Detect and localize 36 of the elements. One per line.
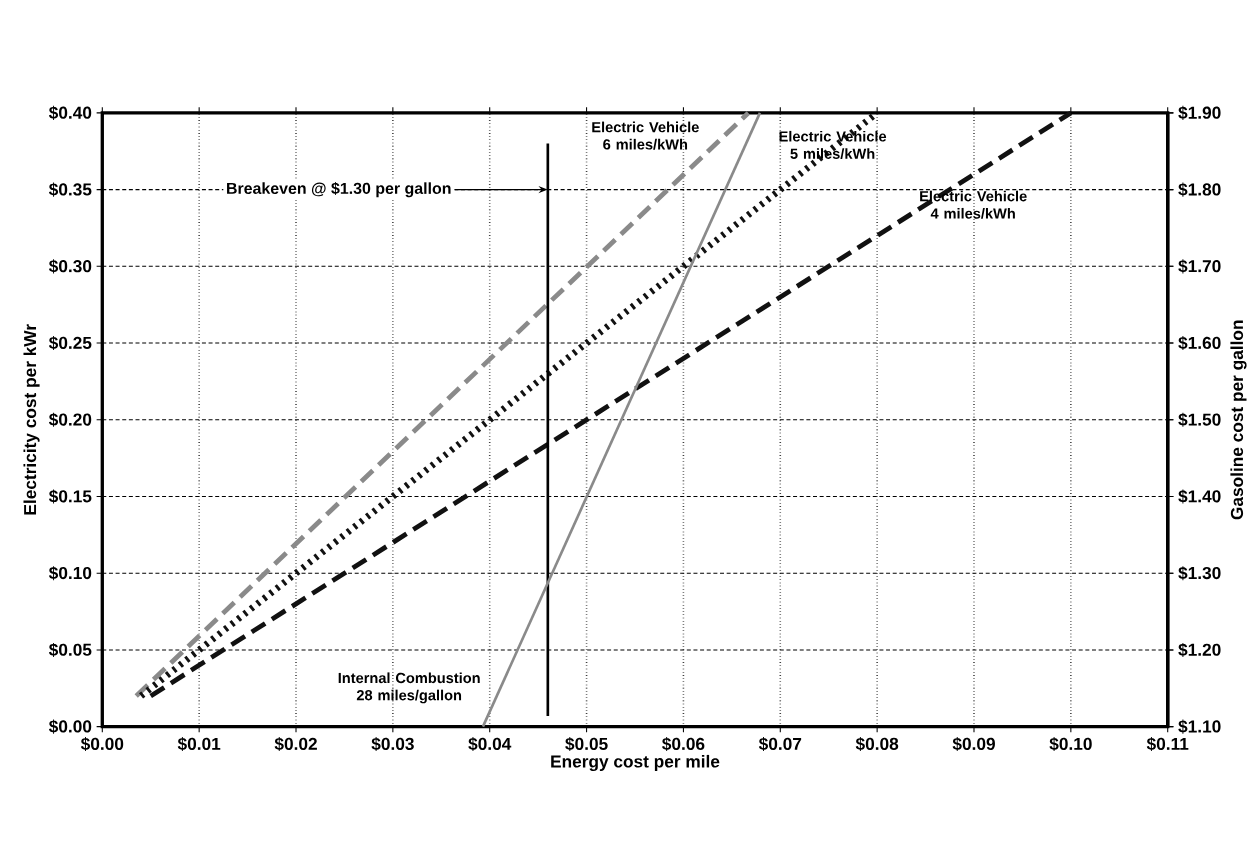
x-tick-label: $0.05 [565,736,608,752]
y-tick-label: $0.15 [48,489,92,504]
x-tick-label: $0.02 [274,736,317,752]
y2-tick-label: $1.70 [1178,259,1221,274]
x-tick-label: $0.07 [758,736,802,752]
y-tick-label: $0.40 [48,105,92,120]
x-tick-label: $0.01 [177,736,221,752]
x-tick-label: $0.08 [855,736,899,752]
x-tick-label: $0.09 [952,736,995,752]
series-label: Electric Vehicle 6 miles/kWh [592,121,699,150]
y-tick-label: $0.05 [48,642,92,657]
x-tick-label: $0.03 [371,736,414,752]
y-tick-label: $0.10 [48,566,92,581]
x-tick-label: $0.00 [80,736,124,752]
y2-tick-label: $1.20 [1178,642,1221,657]
y-tick-label: $0.30 [48,259,92,274]
y2-tick-label: $1.90 [1178,105,1221,120]
series-label: Internal Combustion 28 miles/gallon [338,672,480,704]
y-axis-title: Electricity cost per kWr [23,324,40,515]
y-tick-label: $0.00 [48,719,92,734]
y2-tick-label: $1.40 [1178,489,1221,504]
x-tick-label: $0.04 [468,736,512,752]
x-tick-label: $0.10 [1049,736,1092,752]
x-tick-label: $0.11 [1146,736,1189,752]
y2-axis-title: Gasoline cost per gallon [1230,320,1247,520]
y2-tick-label: $1.10 [1178,719,1221,734]
y-tick-label: $0.20 [48,412,92,427]
y-tick-label: $0.25 [48,335,92,351]
y2-tick-label: $1.60 [1178,335,1221,351]
y2-tick-label: $1.80 [1178,182,1221,197]
y2-tick-label: $1.50 [1178,412,1221,427]
annotation: Breakeven @ $1.30 per gallon [227,181,451,198]
y2-tick-label: $1.30 [1178,566,1221,581]
y-tick-label: $0.35 [48,182,92,197]
x-tick-label: $0.06 [662,736,705,752]
x-axis-title: Energy cost per mile [551,754,720,772]
